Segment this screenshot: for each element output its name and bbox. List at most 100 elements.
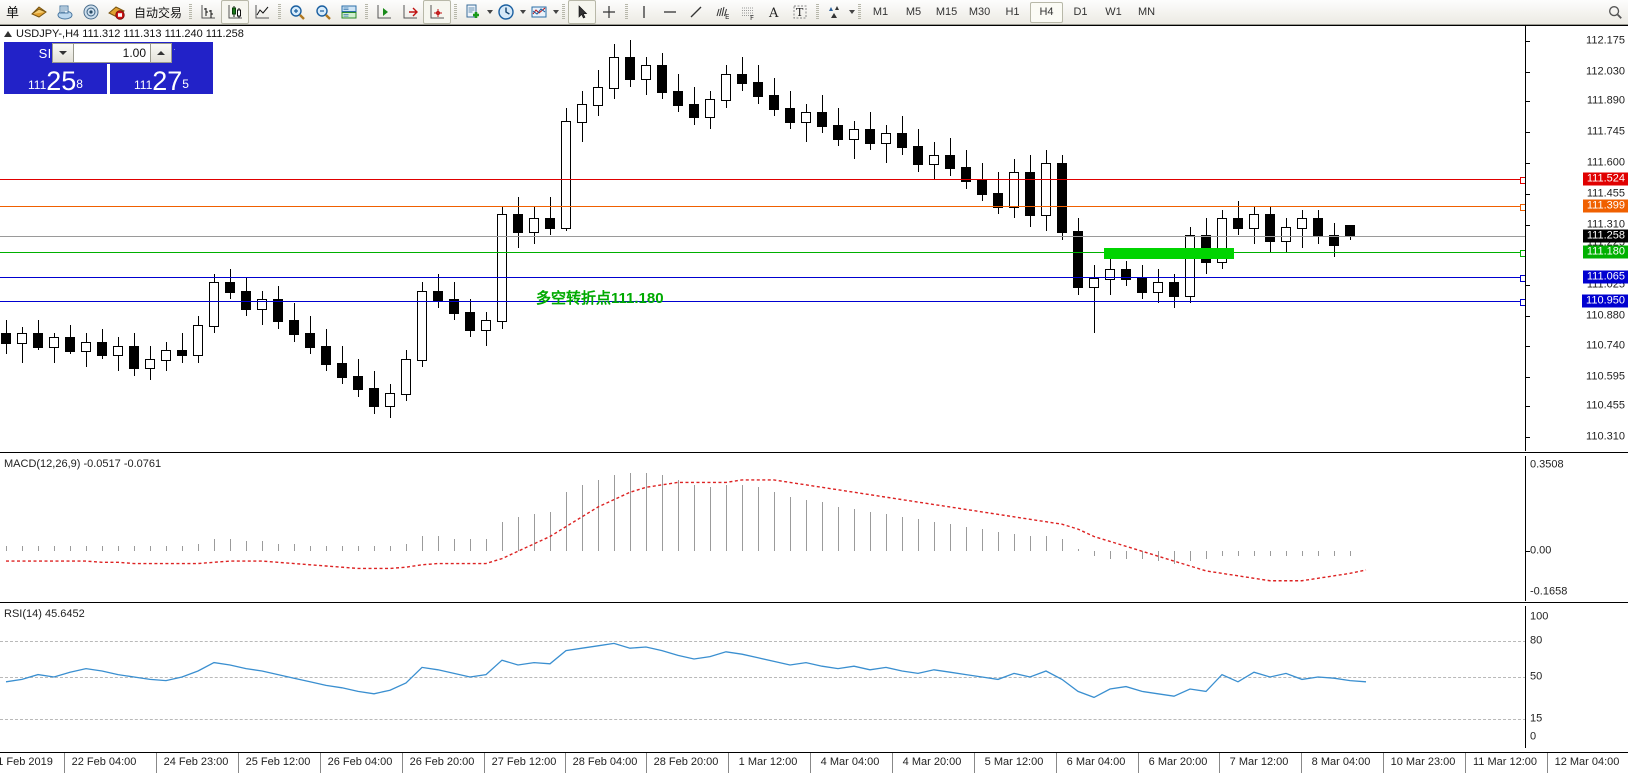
rsi-axis[interactable]: 100 80 50 15 0 [1525, 606, 1628, 748]
candlestick [273, 26, 283, 451]
template-icon[interactable] [460, 1, 486, 23]
support-line-blue-1[interactable] [0, 274, 1526, 282]
volume-stepper[interactable]: 1.00 [50, 42, 174, 64]
resistance-line-red[interactable] [0, 177, 1526, 185]
cursor-icon[interactable] [568, 0, 597, 24]
support-line-blue-1-badge[interactable]: 111.065 [1582, 270, 1628, 284]
resistance-line-red-badge[interactable]: 111.524 [1582, 172, 1628, 186]
volume-input[interactable]: 1.00 [74, 43, 150, 63]
timeframe-h4[interactable]: H4 [1030, 1, 1064, 23]
template-dropdown-caret[interactable] [487, 10, 494, 14]
candle-wick [1301, 209, 1303, 249]
chart-shift-icon[interactable] [371, 1, 397, 23]
candlestick [193, 26, 203, 451]
fibonacci-icon[interactable]: F [735, 1, 761, 23]
current-price-line[interactable] [0, 235, 1526, 237]
macd-signal-line [6, 479, 1367, 582]
period-dropdown-caret[interactable] [520, 10, 527, 14]
support-line-blue-2[interactable] [0, 299, 1526, 307]
horizontal-line-icon[interactable] [657, 1, 683, 23]
price-tick [1526, 376, 1530, 378]
chart-autoscroll-icon[interactable] [397, 1, 423, 23]
macd-histogram-bar [1318, 551, 1319, 557]
candlestick [641, 26, 651, 451]
chart-canvas[interactable]: 112.175 112.030 111.890 111.745 111.600 111.4… [0, 25, 1628, 773]
vertical-line-icon[interactable] [631, 1, 657, 23]
autotrade-icon[interactable] [104, 1, 130, 23]
period-separator-icon[interactable] [493, 1, 519, 23]
level-handle[interactable] [1520, 299, 1526, 307]
search-icon[interactable] [1602, 1, 1628, 23]
macd-axis[interactable]: 0.3508 0.00 -0.1658 [1525, 456, 1628, 601]
candle-wick [21, 326, 23, 363]
price-plot[interactable] [0, 26, 1526, 451]
zoom-in-icon[interactable] [284, 1, 310, 23]
time-separator [238, 753, 239, 773]
volume-decrement-button[interactable] [52, 43, 74, 63]
crosshair-origin-icon[interactable] [423, 0, 452, 24]
candlestick [257, 26, 267, 451]
rsi-tick-label: 80 [1530, 634, 1543, 647]
line-chart-icon[interactable] [249, 1, 275, 23]
elliott-wave-icon[interactable]: E [709, 1, 735, 23]
macd-pane[interactable]: 0.3508 0.00 -0.1658 [0, 456, 1628, 601]
zoom-out-icon[interactable] [310, 1, 336, 23]
tile-windows-icon[interactable] [336, 1, 362, 23]
timeframe-m30[interactable]: M30 [968, 6, 991, 18]
macd-histogram-bar [742, 484, 743, 552]
candle-body [545, 218, 555, 229]
rsi-plot[interactable] [0, 606, 1526, 748]
text-icon[interactable]: T [787, 1, 813, 23]
candle-body [129, 345, 139, 370]
timeframe-mn[interactable]: MN [1137, 6, 1156, 18]
timeframe-d1[interactable]: D1 [1073, 6, 1088, 18]
macd-histogram-bar [1174, 551, 1175, 564]
timeframe-m15[interactable]: M15 [935, 6, 958, 18]
indicator-list-icon[interactable] [526, 1, 552, 23]
new-order-icon[interactable]: 单 [0, 1, 26, 23]
price-tick [1526, 132, 1530, 134]
current-price-line-badge[interactable]: 111.258 [1582, 229, 1628, 243]
resistance-line-orange-badge[interactable]: 111.399 [1582, 199, 1628, 213]
rsi-pane[interactable]: 100 80 50 15 0 [0, 606, 1628, 748]
time-axis[interactable]: 21 Feb 2019 22 Feb 04:00 24 Feb 23:00 25 Fe… [0, 752, 1628, 773]
price-axis[interactable]: 112.175 112.030 111.890 111.745 111.600 111.4… [1525, 26, 1628, 451]
resistance-line-orange[interactable] [0, 203, 1526, 211]
volume-increment-button[interactable] [150, 43, 172, 63]
book-icon[interactable] [26, 1, 52, 23]
macd-histogram-bar [1334, 551, 1335, 557]
collapse-triangle-icon[interactable] [4, 31, 12, 37]
level-handle[interactable] [1520, 177, 1526, 185]
timeframe-h1[interactable]: H1 [1005, 6, 1020, 18]
support-line-blue-2-badge[interactable]: 110.950 [1582, 294, 1628, 308]
timeframe-w1[interactable]: W1 [1105, 6, 1122, 18]
macd-plot[interactable] [0, 456, 1526, 601]
text-label-icon[interactable]: A [761, 1, 787, 23]
candlestick [1313, 26, 1323, 451]
time-separator [484, 753, 485, 773]
trendline-icon[interactable] [683, 1, 709, 23]
autotrade-label[interactable]: 自动交易 [134, 5, 183, 20]
indicator-dropdown-caret[interactable] [553, 10, 560, 14]
objects-icon[interactable] [822, 1, 848, 23]
pivot-line-green[interactable] [0, 250, 1526, 258]
candle-body [1041, 163, 1051, 217]
pivot-line-green-badge[interactable]: 111.180 [1582, 245, 1628, 259]
level-handle[interactable] [1520, 250, 1526, 258]
macd-tick-label: -0.1658 [1530, 585, 1568, 598]
price-pane[interactable]: 112.175 112.030 111.890 111.745 111.600 111.4… [0, 26, 1628, 451]
objects-dropdown-caret[interactable] [849, 10, 856, 14]
timeframe-m5[interactable]: M5 [905, 6, 922, 18]
pivot-annotation[interactable]: 多空转折点111.180 [536, 290, 664, 307]
data-window-icon[interactable] [52, 1, 78, 23]
one-click-trading-panel[interactable]: SELL 111 25 8 BUY 111 27 5 1.00 [4, 42, 216, 95]
signals-icon[interactable] [78, 1, 104, 23]
candlestick [1153, 26, 1163, 451]
level-handle[interactable] [1520, 203, 1526, 211]
candlestick [529, 26, 539, 451]
level-handle[interactable] [1520, 274, 1526, 282]
candlestick-icon[interactable] [221, 0, 250, 24]
bar-chart-icon[interactable] [195, 1, 221, 23]
crosshair-icon[interactable] [596, 1, 622, 23]
timeframe-m1[interactable]: M1 [872, 6, 889, 18]
